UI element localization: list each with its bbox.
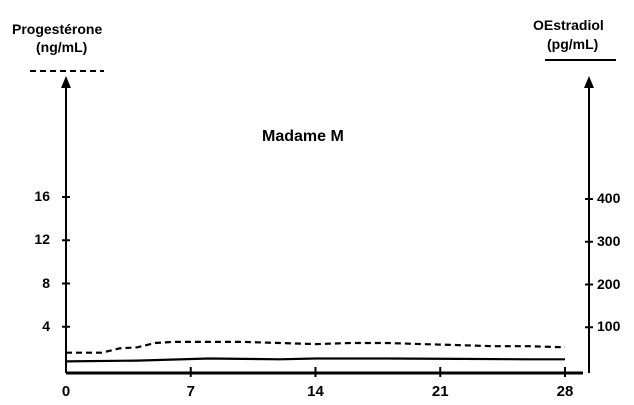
right-tick-label: 200 xyxy=(597,275,621,292)
x-tick-label: 7 xyxy=(186,383,195,400)
x-tick-label: 14 xyxy=(307,383,324,400)
progesterone-series-line xyxy=(66,340,566,354)
right-tick-label: 400 xyxy=(597,190,621,206)
left-axis-unit: (ng/mL) xyxy=(36,39,88,55)
chart-title: Madame M xyxy=(262,128,344,145)
left-axis-title: Progestérone xyxy=(12,21,103,37)
right-tick-label: 300 xyxy=(597,232,621,249)
x-tick-label: 21 xyxy=(431,383,449,400)
left-tick-label: 16 xyxy=(34,188,50,204)
right-tick-label: 100 xyxy=(597,318,621,335)
right-axis-title: OEstradiol xyxy=(533,17,604,33)
left-tick-label: 12 xyxy=(34,231,50,248)
estradiol-series-line xyxy=(65,357,565,363)
chart-axes xyxy=(30,59,616,377)
x-tick-label: 0 xyxy=(61,383,71,400)
x-tick-label: 28 xyxy=(556,383,574,400)
right-axis-arrow xyxy=(584,76,594,88)
right-axis-unit: (pg/mL) xyxy=(547,36,599,52)
left-tick-label: 4 xyxy=(42,317,50,334)
left-tick-label: 8 xyxy=(42,274,50,291)
left-axis-arrow xyxy=(61,76,71,88)
chart-series-area xyxy=(65,340,566,363)
